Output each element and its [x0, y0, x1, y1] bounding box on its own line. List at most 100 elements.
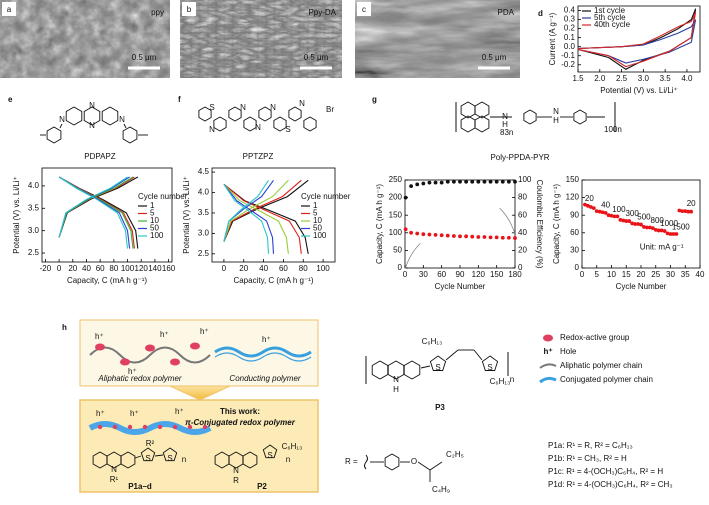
legend-label: 40th cycle: [594, 20, 631, 29]
data-point: [645, 225, 649, 230]
atom-label: N: [502, 112, 508, 121]
ring: [573, 109, 587, 125]
x-tick-label: 35: [681, 270, 690, 279]
data-point: [586, 203, 590, 208]
rate-label: 100: [612, 205, 626, 214]
atom-label: n: [510, 375, 514, 384]
atom-label: C₆H₁₃: [422, 337, 443, 346]
redox-group: [170, 358, 180, 366]
variant: P1c: R¹ = 4-(OCH₃)C₆H₄, R² = H: [548, 467, 663, 476]
x-tick-label: 80: [299, 264, 308, 273]
legend-label: Aliphatic polymer chain: [560, 361, 642, 370]
series-line: [223, 179, 270, 254]
legend-title: Cycle number: [301, 192, 351, 201]
rate-label: 40: [601, 200, 610, 209]
series-line: [577, 19, 697, 64]
redox-group: [157, 424, 163, 430]
bond: [59, 123, 63, 129]
y-tick-label: 250: [389, 175, 403, 184]
x-tick-label: 60: [279, 264, 288, 273]
x-tick-label: 100: [316, 264, 330, 273]
data-point: [513, 179, 517, 184]
data-point: [464, 234, 469, 239]
y2-tick-label: 100: [518, 175, 532, 184]
redox-group: [190, 342, 200, 350]
x-tick-label: 2.0: [594, 74, 606, 83]
legend-label: Redox-active group: [560, 333, 630, 342]
series-line: [577, 12, 697, 68]
subscript: 100n: [604, 125, 622, 134]
ring: [262, 444, 278, 459]
x-tick-label: 30: [419, 270, 428, 279]
x-tick-label: 20: [637, 270, 646, 279]
data-point: [642, 225, 646, 229]
atom-label: n: [182, 455, 186, 464]
data-point: [639, 222, 643, 227]
scale-bar-label: 0.5 μm: [132, 53, 157, 62]
x-tick-label: 140: [148, 264, 162, 273]
atom-label: C₂H₅: [446, 450, 464, 459]
y-tick-label: 120: [566, 193, 580, 202]
y-axis-label: Potential (V) vs. Li/Li⁺: [182, 176, 191, 254]
x-tick-label: 160: [162, 264, 176, 273]
y-tick-label: 2.5: [198, 249, 210, 258]
atom-label: N: [209, 125, 215, 134]
ring: [162, 447, 178, 462]
data-point: [415, 231, 420, 236]
data-point: [433, 233, 438, 237]
y-tick-label: 0: [575, 263, 580, 272]
plot-frame: [41, 167, 173, 263]
atom-label: R²: [146, 439, 155, 448]
x-tick-label: 25: [651, 270, 660, 279]
conducting-chain: [214, 352, 312, 362]
rate-label: 300: [625, 209, 639, 218]
data-point: [433, 180, 438, 185]
data-point: [482, 179, 487, 184]
redox-group: [187, 424, 193, 430]
atom-label: S: [167, 454, 172, 463]
data-point: [603, 210, 608, 215]
y-tick-label: 3.0: [28, 226, 40, 235]
data-point: [470, 234, 475, 239]
data-point: [500, 179, 505, 184]
ring: [384, 453, 400, 471]
data-point: [439, 180, 444, 185]
x-tick-label: 180: [508, 270, 522, 279]
legend-label: 10: [150, 216, 159, 225]
data-point: [594, 209, 599, 213]
data-point: [464, 179, 469, 184]
caption: π-Conjugated redox polymer: [185, 418, 296, 427]
data-point: [615, 214, 620, 219]
atom-label: R¹: [110, 475, 119, 484]
data-point: [665, 231, 670, 236]
atom-label: R: [233, 476, 239, 485]
rate-label: 1500: [672, 223, 690, 232]
y-tick-label: 4.0: [28, 181, 40, 190]
data-point: [583, 202, 587, 207]
panel-letter: g: [372, 95, 377, 104]
x-axis-label: Potential (V) vs. Li/Li⁺: [600, 86, 678, 95]
y-tick-label: 4.0: [198, 188, 210, 197]
data-point: [662, 229, 667, 233]
x-tick-label: 15: [622, 270, 631, 279]
x-tick-label: 4.0: [681, 74, 693, 83]
y-tick-label: -0.2: [561, 60, 575, 69]
legend-label: 100: [313, 231, 327, 240]
data-point: [488, 235, 493, 240]
data-point: [476, 235, 481, 239]
bond: [417, 461, 431, 471]
x-tick-label: 100: [121, 264, 135, 273]
y-tick-label: 0.1: [564, 33, 576, 42]
panel-letter: d: [538, 9, 543, 18]
sem-image: [355, 0, 520, 78]
ring: [228, 106, 242, 122]
data-point: [409, 184, 414, 189]
data-point: [439, 233, 444, 238]
bond: [473, 349, 483, 361]
redox-group: [202, 424, 208, 430]
polymer-label: P3: [435, 403, 445, 412]
x-tick-label: 2.5: [616, 74, 628, 83]
annotation-arrow: [404, 243, 421, 269]
x-tick-label: -20: [40, 264, 52, 273]
